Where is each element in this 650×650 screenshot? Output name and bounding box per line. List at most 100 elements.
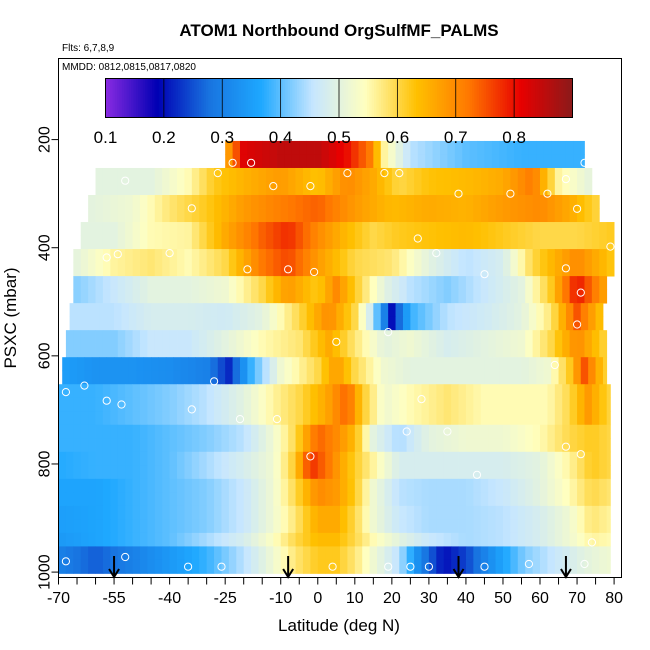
heatmap-cell [554,424,563,439]
heatmap-cell [169,505,178,520]
heatmap-cell [295,438,304,453]
heatmap-cell [258,384,267,399]
heatmap-cell [599,546,608,561]
heatmap-cell [584,262,593,277]
heatmap-cell [195,316,204,331]
heatmap-cell [139,181,148,196]
heatmap-cell [132,235,141,250]
heatmap-cell [228,505,237,520]
heatmap-cell [517,249,526,263]
heatmap-cell [214,546,222,561]
heatmap-cell [251,208,259,223]
heatmap-cell [265,181,274,196]
heatmap-cell [458,492,467,507]
colorbar-segment [275,78,279,118]
heatmap-cell [228,424,237,439]
colorbar-segment [142,78,146,118]
heatmap-cell [265,424,274,439]
colorbar-segment [544,78,548,118]
heatmap-cell [443,411,452,426]
heatmap-cell [332,289,341,304]
heatmap-cell [521,370,530,385]
heatmap-cell [302,343,311,358]
heatmap-cell [317,343,326,358]
heatmap-cell [214,330,222,345]
heatmap-cell [465,532,474,547]
heatmap-cell [384,235,393,250]
colorbar-segment [175,78,179,118]
colorbar-segment [518,78,522,118]
heatmap-cell [143,316,152,331]
heatmap-cell [554,330,563,345]
heatmap-cell [540,438,548,453]
heatmap-cell [243,343,252,358]
heatmap-cell [443,519,452,534]
heatmap-cell [151,357,159,372]
heatmap-cell [102,249,111,263]
heatmap-cell [458,532,467,547]
heatmap-cell [125,181,133,196]
heatmap-cell [191,505,200,520]
heatmap-cell [273,330,282,345]
heatmap-cell [295,451,304,466]
heatmap-cell [521,140,530,155]
heatmap-cell [421,167,430,182]
heatmap-cell [377,330,385,345]
heatmap-cell [362,262,371,277]
colorbar-segment [212,78,216,118]
heatmap-cell [551,370,559,385]
heatmap-cell [528,316,537,331]
heatmap-cell [317,262,326,277]
colorbar-segment [201,78,205,118]
heatmap-cell [347,276,356,291]
heatmap-cell [473,222,482,236]
colorbar-tick-label: 0.2 [152,128,176,147]
heatmap-cell [180,370,189,385]
heatmap-cell [154,343,163,358]
heatmap-cell [95,249,104,263]
heatmap-cell [354,397,363,412]
heatmap-cell [454,357,463,372]
heatmap-cell [295,478,304,493]
heatmap-cell [362,330,371,345]
heatmap-cell [414,222,422,236]
heatmap-cell [206,343,215,358]
heatmap-cell [551,140,559,155]
heatmap-cell [391,546,400,561]
sample-point [306,452,315,461]
heatmap-cell [184,181,193,196]
heatmap-cell [254,357,263,372]
heatmap-cell [410,370,419,385]
heatmap-cell [577,235,585,250]
heatmap-cell [428,289,437,304]
sample-point [102,396,111,405]
colorbar-segment [322,78,326,118]
heatmap-cell [236,195,245,209]
heatmap-cell [299,370,308,385]
heatmap-cell [584,343,593,358]
heatmap-cell [465,478,474,493]
heatmap-cell [510,546,519,561]
heatmap-cell [132,181,141,196]
heatmap-cell [106,316,115,331]
heatmap-cell [510,181,519,196]
heatmap-cell [428,181,437,196]
sample-point [269,182,278,191]
heatmap-cell [369,384,378,399]
heatmap-cell [169,532,178,547]
heatmap-cell [369,519,378,534]
heatmap-cell [184,505,193,520]
heatmap-cell [251,465,259,480]
heatmap-cell [384,478,393,493]
heatmap-cell [221,451,230,466]
heatmap-cell [332,195,341,209]
sample-point [606,242,615,251]
heatmap-cell [543,370,552,385]
heatmap-cell [599,438,608,453]
heatmap-cell [391,343,400,358]
heatmap-cell [473,330,482,345]
colorbar-segment [567,78,571,118]
heatmap-cell [147,262,156,277]
colorbar-segment [247,78,251,118]
